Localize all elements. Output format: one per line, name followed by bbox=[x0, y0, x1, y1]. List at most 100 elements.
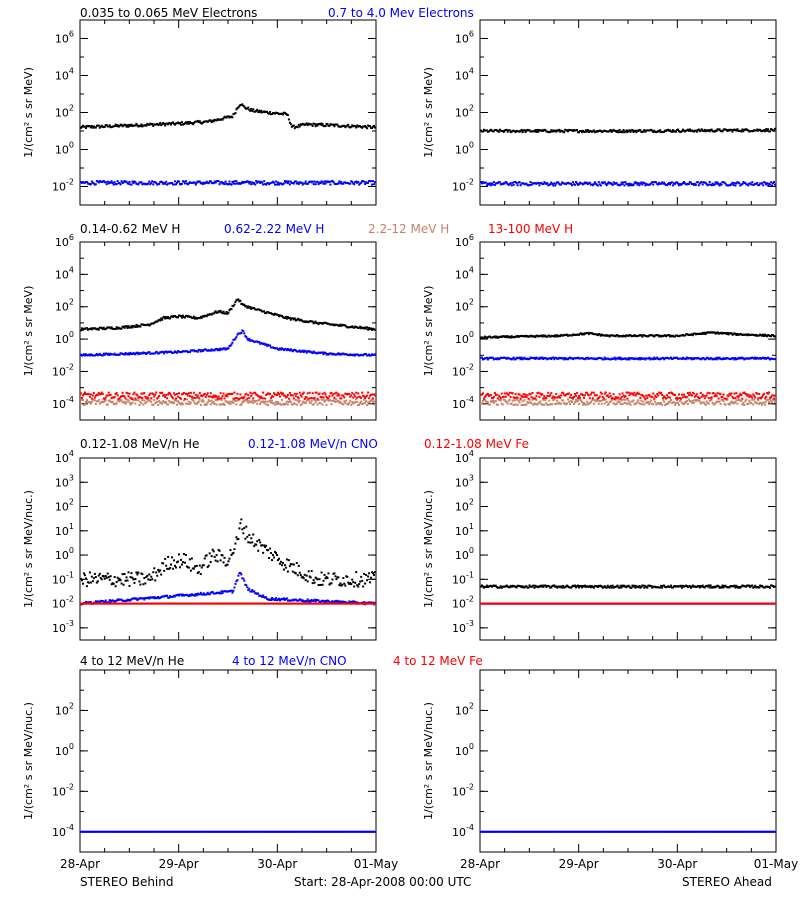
data-point bbox=[234, 111, 237, 114]
data-point bbox=[745, 393, 748, 396]
data-point bbox=[696, 181, 699, 184]
data-point bbox=[655, 181, 658, 184]
data-point bbox=[372, 180, 375, 183]
data-point bbox=[492, 181, 495, 184]
data-point bbox=[492, 396, 495, 399]
data-point bbox=[108, 124, 111, 127]
y-tick-label: 104 bbox=[55, 449, 74, 465]
data-point bbox=[93, 572, 96, 575]
y-axis-label: 1/(cm² s sr MeV) bbox=[22, 67, 35, 158]
data-point bbox=[509, 182, 512, 185]
data-point bbox=[104, 396, 107, 399]
data-point bbox=[212, 182, 215, 185]
data-point bbox=[277, 183, 280, 186]
data-point bbox=[703, 402, 706, 405]
data-point bbox=[127, 125, 130, 128]
data-point bbox=[725, 397, 728, 400]
data-point bbox=[606, 394, 609, 397]
data-point bbox=[112, 183, 115, 186]
data-point bbox=[313, 399, 316, 402]
data-point bbox=[528, 398, 531, 401]
data-point bbox=[330, 391, 333, 394]
data-point bbox=[616, 129, 619, 132]
data-point bbox=[134, 402, 137, 405]
data-point bbox=[726, 130, 729, 133]
data-point bbox=[753, 357, 756, 360]
data-point bbox=[178, 121, 181, 124]
data-point bbox=[279, 403, 282, 406]
data-point bbox=[555, 335, 558, 338]
data-point bbox=[184, 180, 187, 183]
data-point bbox=[493, 184, 496, 187]
data-point bbox=[769, 183, 772, 186]
data-point bbox=[669, 129, 672, 132]
data-point bbox=[128, 401, 131, 404]
data-point bbox=[530, 396, 533, 399]
data-point bbox=[297, 123, 300, 126]
data-point bbox=[235, 403, 238, 406]
data-point bbox=[769, 130, 772, 133]
data-point bbox=[624, 181, 627, 184]
data-point bbox=[676, 401, 679, 404]
data-point bbox=[125, 125, 128, 128]
data-point bbox=[285, 180, 288, 183]
data-point bbox=[124, 402, 127, 405]
y-tick-label: 10-1 bbox=[52, 570, 74, 586]
data-point bbox=[321, 392, 324, 395]
data-point bbox=[212, 394, 215, 397]
data-point bbox=[669, 400, 672, 403]
data-point bbox=[368, 397, 371, 400]
data-point bbox=[237, 574, 240, 577]
data-point bbox=[287, 397, 290, 400]
data-point bbox=[205, 403, 208, 406]
data-point bbox=[292, 563, 295, 566]
data-point bbox=[338, 584, 341, 587]
data-point bbox=[232, 305, 235, 308]
data-point bbox=[187, 182, 190, 185]
data-point bbox=[250, 307, 253, 310]
data-point bbox=[540, 585, 543, 588]
data-point bbox=[672, 184, 675, 187]
data-point bbox=[501, 403, 504, 406]
data-point bbox=[272, 395, 275, 398]
data-point bbox=[354, 395, 357, 398]
data-point bbox=[127, 399, 130, 402]
data-point bbox=[697, 128, 700, 131]
data-point bbox=[265, 312, 268, 315]
data-point bbox=[313, 180, 316, 183]
data-point bbox=[646, 401, 649, 404]
data-point bbox=[126, 579, 129, 582]
data-point bbox=[265, 596, 268, 599]
data-point bbox=[655, 403, 658, 406]
data-point bbox=[269, 399, 272, 402]
data-point bbox=[167, 393, 170, 396]
data-point bbox=[696, 395, 699, 398]
data-point bbox=[597, 402, 600, 405]
data-point bbox=[183, 316, 186, 319]
data-point bbox=[249, 109, 252, 112]
data-point bbox=[604, 391, 607, 394]
data-point bbox=[84, 400, 87, 403]
data-point bbox=[276, 313, 279, 316]
y-tick-label: 104 bbox=[455, 449, 474, 465]
data-point bbox=[188, 403, 191, 406]
data-point bbox=[324, 124, 327, 127]
data-point bbox=[189, 391, 192, 394]
data-point bbox=[706, 391, 709, 394]
data-point bbox=[179, 315, 182, 318]
data-point bbox=[191, 398, 194, 401]
data-point bbox=[187, 566, 190, 569]
data-point bbox=[541, 403, 544, 406]
data-point bbox=[173, 183, 176, 186]
data-point bbox=[368, 572, 371, 575]
data-point bbox=[88, 571, 91, 574]
data-point bbox=[216, 560, 219, 563]
data-point bbox=[729, 402, 732, 405]
data-point bbox=[179, 123, 182, 126]
data-point bbox=[233, 180, 236, 183]
data-point bbox=[173, 351, 176, 354]
data-point bbox=[240, 573, 243, 576]
y-tick-label: 10-3 bbox=[452, 619, 474, 635]
data-point bbox=[230, 183, 233, 186]
data-point bbox=[670, 398, 673, 401]
